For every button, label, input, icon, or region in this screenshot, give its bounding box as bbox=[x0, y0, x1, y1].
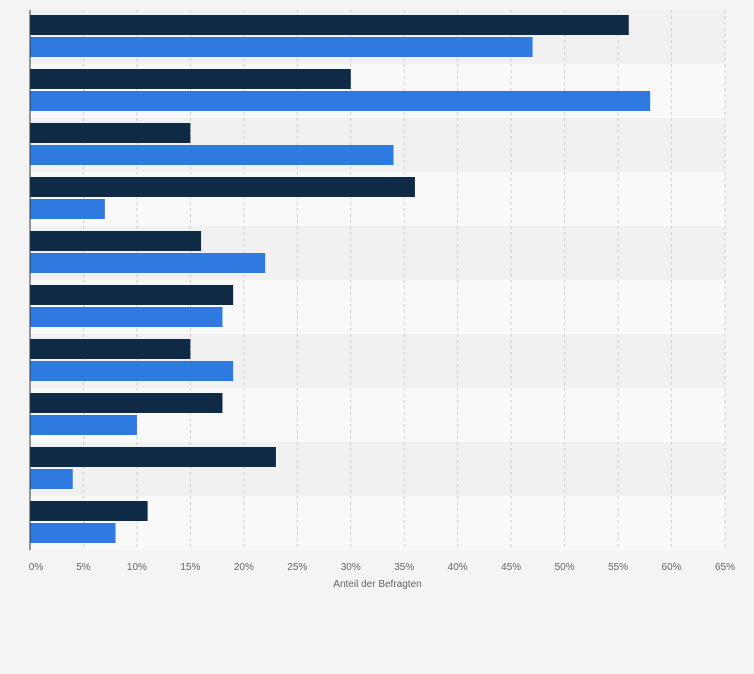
x-tick-label: 55% bbox=[608, 562, 628, 573]
x-tick-label: 15% bbox=[180, 562, 200, 573]
bar-series-1 bbox=[30, 231, 202, 251]
x-tick-label: 50% bbox=[555, 562, 575, 573]
x-tick-label: 40% bbox=[448, 562, 468, 573]
bars bbox=[30, 15, 651, 543]
bar-series-2 bbox=[30, 469, 73, 489]
bar-series-2 bbox=[30, 307, 223, 327]
bar-series-2 bbox=[30, 415, 137, 435]
x-tick-label: 30% bbox=[341, 562, 361, 573]
bar-series-1 bbox=[30, 285, 234, 305]
bar-series-2 bbox=[30, 361, 234, 381]
x-tick-label: 60% bbox=[662, 562, 682, 573]
bar-series-1 bbox=[30, 177, 415, 197]
bar-series-1 bbox=[30, 501, 148, 521]
x-tick-label: 20% bbox=[234, 562, 254, 573]
x-tick-label: 10% bbox=[127, 562, 147, 573]
bar-series-1 bbox=[30, 339, 191, 359]
bar-series-1 bbox=[30, 393, 223, 413]
bar-series-1 bbox=[30, 69, 351, 89]
x-tick-label: 0% bbox=[29, 562, 44, 573]
bar-series-2 bbox=[30, 523, 116, 543]
x-tick-label: 35% bbox=[394, 562, 414, 573]
bar-series-2 bbox=[30, 253, 266, 273]
x-tick-label: 65% bbox=[715, 562, 735, 573]
x-axis-title: Anteil der Befragten bbox=[333, 579, 421, 590]
bar-series-2 bbox=[30, 91, 651, 111]
bar-series-2 bbox=[30, 37, 533, 57]
bar-series-2 bbox=[30, 145, 394, 165]
bar-series-1 bbox=[30, 447, 276, 467]
bar-series-2 bbox=[30, 199, 105, 219]
x-tick-label: 25% bbox=[287, 562, 307, 573]
x-tick-label: 5% bbox=[76, 562, 91, 573]
bar-series-1 bbox=[30, 15, 629, 35]
bar-series-1 bbox=[30, 123, 191, 143]
x-tick-label: 45% bbox=[501, 562, 521, 573]
x-axis-ticks: 0% 5% 10% 15% 20% 25% 30% 35% 40% 45% 50% 55% 60% 65% bbox=[29, 562, 735, 573]
